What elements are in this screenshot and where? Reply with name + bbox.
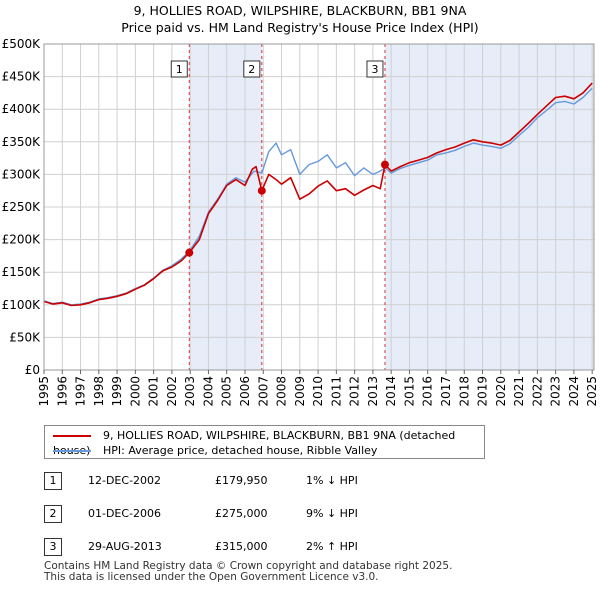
x-tick-label: 2011	[329, 376, 343, 407]
sale-row: 3 29-AUG-2013 £315,000 2% ↑ HPI	[44, 536, 484, 560]
sale-point	[257, 186, 266, 195]
x-tick-label: 2005	[220, 376, 234, 407]
chart-legend: 9, HOLLIES ROAD, WILPSHIRE, BLACKBURN, B…	[44, 425, 485, 459]
x-tick-label: 2003	[183, 376, 197, 407]
x-tick-label: 1999	[110, 376, 124, 407]
x-tick-label: 2000	[128, 376, 142, 407]
legend-swatch-property	[53, 435, 91, 437]
footer-line-1: Contains HM Land Registry data © Crown c…	[44, 560, 453, 572]
sale-label-box	[366, 60, 384, 78]
sale-number-badge: 2	[44, 505, 62, 523]
y-tick-label: £250K	[2, 200, 42, 214]
x-tick-label: 2009	[293, 376, 307, 407]
chart-title-block: 9, HOLLIES ROAD, WILPSHIRE, BLACKBURN, B…	[0, 2, 600, 36]
sale-point	[185, 248, 194, 257]
legend-label-hpi: HPI: Average price, detached house, Ribb…	[103, 444, 378, 457]
x-tick-label: 2014	[384, 376, 398, 407]
y-tick-label: £400K	[2, 102, 42, 116]
y-tick-label: £50K	[9, 330, 41, 344]
x-tick-label: 2025	[585, 376, 599, 407]
sale-label: 3	[371, 63, 378, 76]
footer-line-2: This data is licensed under the Open Gov…	[44, 571, 379, 583]
x-tick-label: 1996	[55, 376, 69, 407]
sale-date: 29-AUG-2013	[88, 540, 162, 553]
sale-label-box	[170, 60, 188, 78]
x-tick-label: 2018	[457, 376, 471, 407]
plot-border	[43, 43, 595, 371]
y-tick-label: £150K	[2, 265, 42, 279]
x-tick-label: 2001	[147, 376, 161, 407]
sale-number-badge: 1	[44, 472, 62, 490]
x-tick-label: 2004	[201, 376, 215, 407]
y-tick-label: £200K	[2, 233, 42, 247]
sale-row: 1 12-DEC-2002 £179,950 1% ↓ HPI	[44, 470, 484, 494]
series-line	[43, 82, 593, 307]
x-tick-label: 2020	[494, 376, 508, 407]
sale-number-badge: 3	[44, 538, 62, 556]
x-tick-label: 2012	[348, 376, 362, 407]
x-tick-label: 2002	[165, 376, 179, 407]
chart-title: 9, HOLLIES ROAD, WILPSHIRE, BLACKBURN, B…	[133, 3, 467, 18]
sale-hpi-diff: 1% ↓ HPI	[306, 474, 358, 487]
x-tick-label: 2023	[549, 376, 563, 407]
y-tick-label: £300K	[2, 167, 42, 181]
legend-item-hpi: HPI: Average price, detached house, Ribb…	[53, 443, 377, 458]
sale-row: 2 01-DEC-2006 £275,000 9% ↓ HPI	[44, 503, 484, 527]
x-tick-label: 2022	[530, 376, 544, 407]
x-tick-label: 2015	[402, 376, 416, 407]
y-tick-label: £350K	[2, 135, 42, 149]
x-tick-label: 2016	[421, 376, 435, 407]
sale-label: 2	[248, 63, 255, 76]
x-tick-label: 2024	[567, 376, 581, 407]
price-chart: 1 2 3 £0 £50K £100K £150K £200K £250K £300K £350K…	[2, 37, 600, 407]
sale-point	[380, 160, 389, 169]
legend-label-property: 9, HOLLIES ROAD, WILPSHIRE, BLACKBURN, B…	[53, 429, 456, 457]
x-tick-label: 2013	[366, 376, 380, 407]
x-tick-label: 2017	[439, 376, 453, 407]
sale-date: 12-DEC-2002	[88, 474, 162, 487]
sale-hpi-diff: 2% ↑ HPI	[306, 540, 358, 553]
x-tick-label: 1998	[92, 376, 106, 407]
sale-label-box	[243, 60, 261, 78]
legend-swatch-hpi	[53, 450, 91, 452]
sale-hpi-diff: 9% ↓ HPI	[306, 507, 358, 520]
legend-item-property: 9, HOLLIES ROAD, WILPSHIRE, BLACKBURN, B…	[53, 428, 484, 457]
sale-date: 01-DEC-2006	[88, 507, 162, 520]
x-tick-label: 2019	[476, 376, 490, 407]
y-tick-label: £500K	[2, 37, 42, 51]
sale-price: £179,950	[215, 474, 268, 487]
sale-price: £315,000	[215, 540, 268, 553]
x-tick-label: 1997	[74, 376, 88, 407]
x-tick-label: 2008	[275, 376, 289, 407]
x-tick-label: 2010	[311, 376, 325, 407]
x-tick-label: 1995	[37, 376, 51, 407]
x-tick-label: 2007	[256, 376, 270, 407]
y-tick-label: £0	[25, 363, 40, 377]
y-tick-label: £100K	[2, 298, 42, 312]
footer-attribution: Contains HM Land Registry data © Crown c…	[44, 561, 452, 583]
sale-label: 1	[176, 63, 183, 76]
sale-price: £275,000	[215, 507, 268, 520]
x-tick-label: 2021	[512, 376, 526, 407]
x-tick-label: 2006	[238, 376, 252, 407]
y-tick-label: £450K	[2, 70, 42, 84]
chart-subtitle: Price paid vs. HM Land Registry's House …	[121, 20, 479, 35]
